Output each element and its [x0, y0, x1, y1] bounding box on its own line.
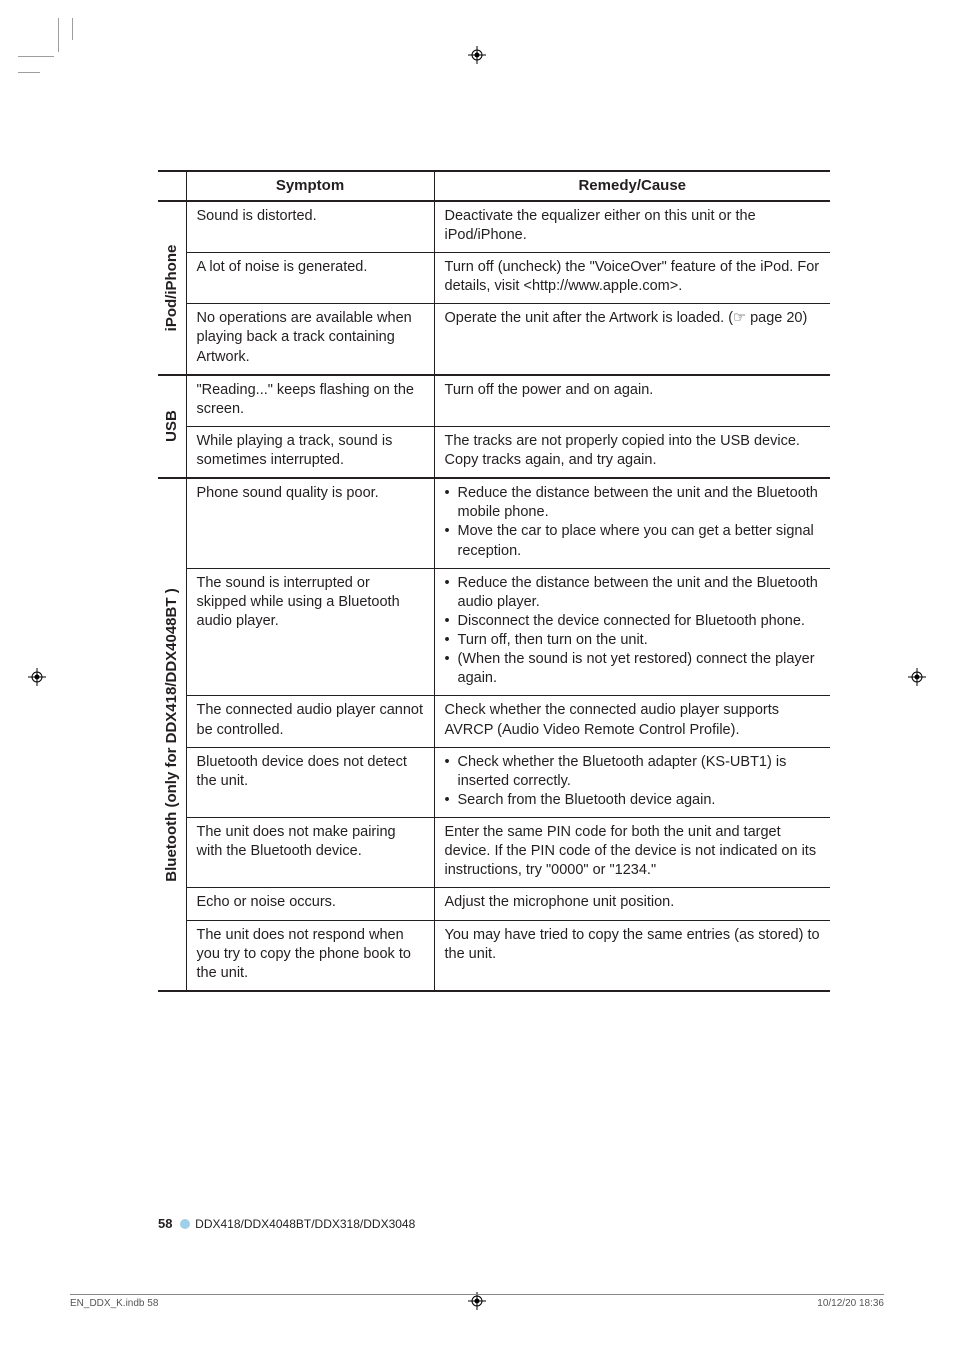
remedy-cell: The tracks are not properly copied into …: [434, 426, 830, 478]
category-header-blank: [158, 171, 186, 201]
footer-model: DDX418/DDX4048BT/DDX318/DDX3048: [195, 1217, 415, 1231]
symptom-cell: While playing a track, sound is sometime…: [186, 426, 434, 478]
category-cell: Bluetooth (only for DDX418/DDX4048BT ): [158, 478, 186, 991]
remedy-bullet: (When the sound is not yet restored) con…: [445, 650, 821, 688]
remedy-bullet: Disconnect the device connected for Blue…: [445, 612, 821, 631]
symptom-cell: "Reading..." keeps flashing on the scree…: [186, 375, 434, 427]
remedy-cell: Reduce the distance between the unit and…: [434, 568, 830, 696]
remedy-cell: Enter the same PIN code for both the uni…: [434, 818, 830, 888]
remedy-cell: Deactivate the equalizer either on this …: [434, 201, 830, 253]
category-label: iPod/iPhone: [162, 244, 182, 331]
symptom-cell: The unit does not respond when you try t…: [186, 920, 434, 991]
remedy-header: Remedy/Cause: [434, 171, 830, 201]
category-label: Bluetooth (only for DDX418/DDX4048BT ): [162, 588, 182, 881]
symptom-cell: The unit does not make pairing with the …: [186, 818, 434, 888]
symptom-header: Symptom: [186, 171, 434, 201]
crop-mark: [18, 56, 54, 57]
footer-dot-icon: [180, 1219, 190, 1229]
symptom-cell: Sound is distorted.: [186, 201, 434, 253]
category-cell: USB: [158, 375, 186, 479]
remedy-cell: Reduce the distance between the unit and…: [434, 478, 830, 568]
troubleshooting-table: Symptom Remedy/Cause iPod/iPhoneSound is…: [158, 170, 830, 992]
remedy-cell: Operate the unit after the Artwork is lo…: [434, 304, 830, 375]
print-file: EN_DDX_K.indb 58: [70, 1298, 158, 1309]
crop-mark: [72, 18, 73, 40]
print-date: 10/12/20 18:36: [817, 1298, 884, 1309]
page-footer: 58 DDX418/DDX4048BT/DDX318/DDX3048: [158, 1216, 415, 1231]
remedy-cell: Check whether the Bluetooth adapter (KS-…: [434, 747, 830, 817]
remedy-bullet: Search from the Bluetooth device again.: [445, 791, 821, 810]
category-cell: iPod/iPhone: [158, 201, 186, 375]
print-job-line: EN_DDX_K.indb 58 10/12/20 18:36: [70, 1294, 884, 1309]
page-number: 58: [158, 1216, 172, 1231]
symptom-cell: The sound is interrupted or skipped whil…: [186, 568, 434, 696]
symptom-cell: Echo or noise occurs.: [186, 888, 434, 920]
remedy-bullet: Turn off, then turn on the unit.: [445, 631, 821, 650]
page-content: Symptom Remedy/Cause iPod/iPhoneSound is…: [158, 170, 830, 992]
registration-mark-icon: [908, 668, 926, 686]
symptom-cell: The connected audio player cannot be con…: [186, 696, 434, 747]
symptom-cell: A lot of noise is generated.: [186, 253, 434, 304]
category-label: USB: [162, 411, 182, 443]
crop-mark: [18, 72, 40, 73]
remedy-cell: Turn off (uncheck) the "VoiceOver" featu…: [434, 253, 830, 304]
remedy-bullet: Reduce the distance between the unit and…: [445, 484, 821, 522]
symptom-cell: No operations are available when playing…: [186, 304, 434, 375]
remedy-cell: You may have tried to copy the same entr…: [434, 920, 830, 991]
remedy-cell: Adjust the microphone unit position.: [434, 888, 830, 920]
symptom-cell: Phone sound quality is poor.: [186, 478, 434, 568]
crop-mark: [58, 18, 59, 52]
registration-mark-icon: [28, 668, 46, 686]
symptom-cell: Bluetooth device does not detect the uni…: [186, 747, 434, 817]
remedy-bullet: Check whether the Bluetooth adapter (KS-…: [445, 753, 821, 791]
registration-mark-icon: [468, 46, 486, 64]
remedy-cell: Turn off the power and on again.: [434, 375, 830, 427]
remedy-bullet: Move the car to place where you can get …: [445, 522, 821, 560]
remedy-cell: Check whether the connected audio player…: [434, 696, 830, 747]
remedy-bullet: Reduce the distance between the unit and…: [445, 574, 821, 612]
